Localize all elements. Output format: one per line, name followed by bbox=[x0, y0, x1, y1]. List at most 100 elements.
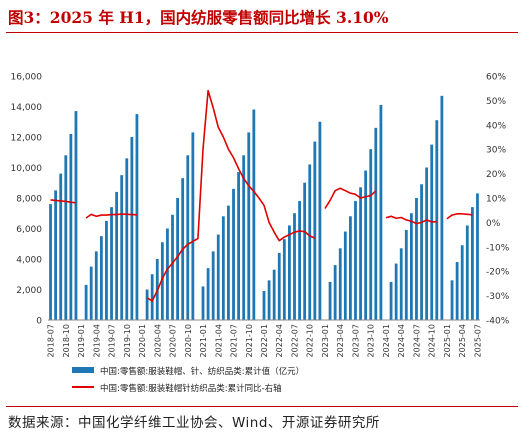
left-axis-tick-label: 12,000 bbox=[11, 134, 43, 144]
bar bbox=[201, 286, 205, 320]
x-axis-tick-label: 2023-10 bbox=[367, 324, 376, 357]
right-axis-tick-label: 40% bbox=[486, 121, 506, 131]
bar bbox=[298, 201, 301, 320]
bar bbox=[293, 213, 296, 320]
x-axis-tick-label: 2023-01 bbox=[321, 324, 330, 357]
bar bbox=[74, 111, 78, 320]
x-axis-tick-label: 2019-04 bbox=[92, 324, 101, 357]
bar bbox=[69, 133, 73, 320]
bar bbox=[455, 262, 459, 320]
bar bbox=[242, 155, 246, 320]
bar bbox=[450, 280, 454, 320]
x-axis-tick-label: 2019-10 bbox=[123, 324, 132, 357]
yoy-line-segment bbox=[324, 187, 377, 209]
bar bbox=[49, 204, 52, 320]
bar bbox=[125, 158, 129, 320]
left-axis-tick-label: 10,000 bbox=[11, 164, 43, 174]
bar bbox=[206, 268, 210, 320]
right-axis-tick-label: 20% bbox=[486, 170, 506, 180]
title-divider bbox=[6, 32, 518, 33]
bar bbox=[440, 95, 444, 320]
source-divider bbox=[6, 406, 518, 407]
bar bbox=[252, 109, 256, 320]
x-axis-tick-label: 2020-01 bbox=[138, 324, 147, 357]
x-axis-tick-label: 2022-01 bbox=[260, 324, 269, 357]
bar bbox=[267, 280, 271, 320]
source-note: 数据来源：中国化学纤维工业协会、Wind、开源证券研究所 bbox=[8, 415, 380, 431]
bar bbox=[369, 149, 373, 320]
bar bbox=[145, 289, 149, 320]
bar bbox=[99, 236, 103, 321]
bar bbox=[115, 191, 119, 320]
x-axis-tick-labels: 2018-07 2018-10 2019-01 2019-04 2019-07 2019-… bbox=[47, 324, 483, 357]
bar bbox=[460, 245, 464, 320]
bar bbox=[415, 198, 418, 320]
yoy-line-segment bbox=[146, 89, 316, 302]
bar bbox=[247, 132, 251, 320]
bar bbox=[354, 201, 357, 320]
x-axis-tick-label: 2025-07 bbox=[473, 324, 482, 357]
bar bbox=[176, 198, 179, 320]
bar bbox=[338, 248, 342, 320]
bar bbox=[160, 242, 164, 320]
x-axis-tick-label: 2021-10 bbox=[245, 324, 254, 357]
bar bbox=[120, 175, 124, 321]
bar bbox=[313, 141, 317, 320]
yoy-line-segment bbox=[385, 215, 437, 225]
right-axis-tick-label: 60% bbox=[486, 73, 506, 83]
bar bbox=[227, 205, 230, 321]
yoy-line-segment bbox=[446, 213, 473, 220]
x-axis-tick-label: 2024-10 bbox=[428, 324, 437, 357]
bar bbox=[308, 164, 312, 320]
bar bbox=[420, 184, 423, 320]
x-axis-tick-label: 2019-07 bbox=[108, 324, 117, 357]
bar bbox=[237, 172, 240, 320]
bar bbox=[186, 155, 190, 320]
bar bbox=[166, 228, 169, 320]
bar bbox=[150, 274, 154, 320]
bar bbox=[110, 207, 113, 320]
right-axis-tick-label: -40% bbox=[486, 317, 510, 327]
x-axis-tick-label: 2019-01 bbox=[77, 324, 86, 357]
bar bbox=[318, 121, 322, 320]
x-axis-tick-label: 2021-07 bbox=[230, 324, 239, 357]
right-axis-tick-label: 10% bbox=[486, 195, 506, 205]
x-axis-tick-label: 2024-07 bbox=[412, 324, 421, 357]
left-axis-tick-label: 8,000 bbox=[16, 195, 42, 205]
bar bbox=[430, 144, 434, 321]
left-axis-tick-label: 2,000 bbox=[16, 286, 42, 296]
right-axis-ticks: -40% -30% -20% -10% 0% 10% 20% 30% 40% 50% 60% bbox=[486, 73, 510, 327]
bar bbox=[328, 281, 332, 321]
bar bbox=[404, 230, 408, 320]
bar bbox=[94, 251, 98, 321]
bar bbox=[303, 182, 307, 320]
bar bbox=[399, 248, 403, 320]
x-axis-tick-label: 2018-07 bbox=[47, 324, 56, 357]
line-series bbox=[50, 89, 473, 302]
bar bbox=[130, 137, 134, 320]
x-axis-tick-label: 2025-04 bbox=[458, 324, 467, 357]
bar bbox=[379, 104, 383, 320]
right-axis-tick-label: -10% bbox=[486, 243, 510, 253]
bar bbox=[425, 167, 429, 320]
bar bbox=[465, 225, 469, 320]
bar bbox=[476, 193, 479, 320]
legend: 中国:零售额:服装鞋帽、针、纺织品类:累计值（亿元） 中国:零售额:服装鞋帽针纺织… bbox=[72, 366, 304, 394]
chart-title: 图3：2025 年 H1，国内纺服零售额同比增长 3.10% bbox=[8, 8, 389, 27]
x-axis-tick-label: 2020-10 bbox=[184, 324, 193, 357]
left-axis-tick-label: 6,000 bbox=[16, 225, 42, 235]
right-axis-tick-label: 0% bbox=[486, 219, 501, 229]
right-axis-tick-label: -20% bbox=[486, 268, 510, 278]
bar bbox=[374, 127, 378, 320]
combo-chart: 0 2,000 4,000 6,000 8,000 10,000 12,000 14,000 1… bbox=[11, 73, 510, 395]
bar bbox=[394, 263, 398, 320]
bar bbox=[135, 114, 139, 321]
x-axis-tick-label: 2022-07 bbox=[290, 324, 299, 357]
bar bbox=[343, 231, 347, 320]
yoy-line-segment bbox=[50, 199, 77, 204]
x-axis-tick-label: 2024-04 bbox=[397, 324, 406, 357]
bar bbox=[216, 234, 220, 320]
bar bbox=[221, 216, 225, 320]
legend-label: 中国:零售额:服装鞋帽、针、纺织品类:累计值（亿元） bbox=[100, 366, 304, 377]
bar bbox=[282, 239, 286, 320]
